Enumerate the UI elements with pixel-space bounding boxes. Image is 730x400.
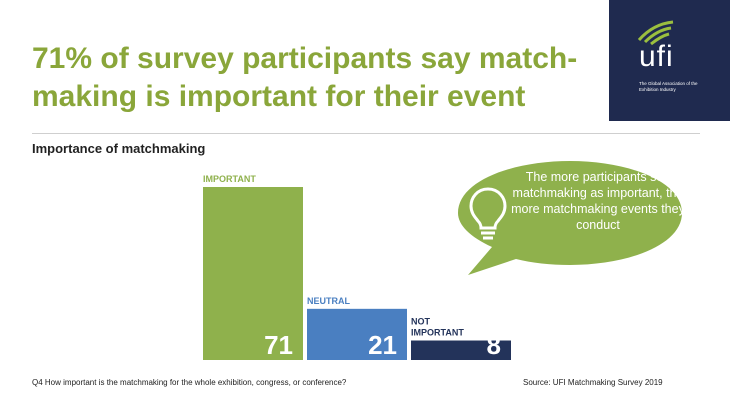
headline: 71% of survey participants say match-mak…: [32, 42, 578, 113]
footnote: Q4 How important is the matchmaking for …: [32, 378, 347, 387]
logo-background: [609, 0, 730, 121]
logo-tagline: The Global Association of the Exhibition…: [639, 81, 698, 92]
speech-bubble-shape: [458, 161, 682, 275]
ufi-logo: ufi The Global Association of the Exhibi…: [609, 0, 730, 121]
category-label: IMPORTANT: [203, 174, 256, 184]
lightbulb-icon: [469, 187, 507, 240]
category-label: NOT IMPORTANT: [411, 317, 464, 338]
value-label: 8: [487, 330, 501, 360]
logo-wordmark: ufi: [639, 40, 674, 73]
value-label: 71: [264, 330, 293, 360]
source-note: Source: UFI Matchmaking Survey 2019: [523, 378, 663, 387]
chart-title: Importance of matchmaking: [32, 141, 206, 156]
bar-important: [203, 187, 303, 360]
callout-text: The more participants see matchmaking as…: [511, 170, 685, 232]
callout-bubble: The more participants see matchmaking as…: [450, 157, 690, 277]
category-label: NEUTRAL: [307, 296, 350, 306]
divider: [32, 133, 700, 134]
value-label: 21: [368, 330, 397, 360]
bar-not-important: [411, 340, 511, 360]
bar-neutral: [307, 308, 407, 360]
